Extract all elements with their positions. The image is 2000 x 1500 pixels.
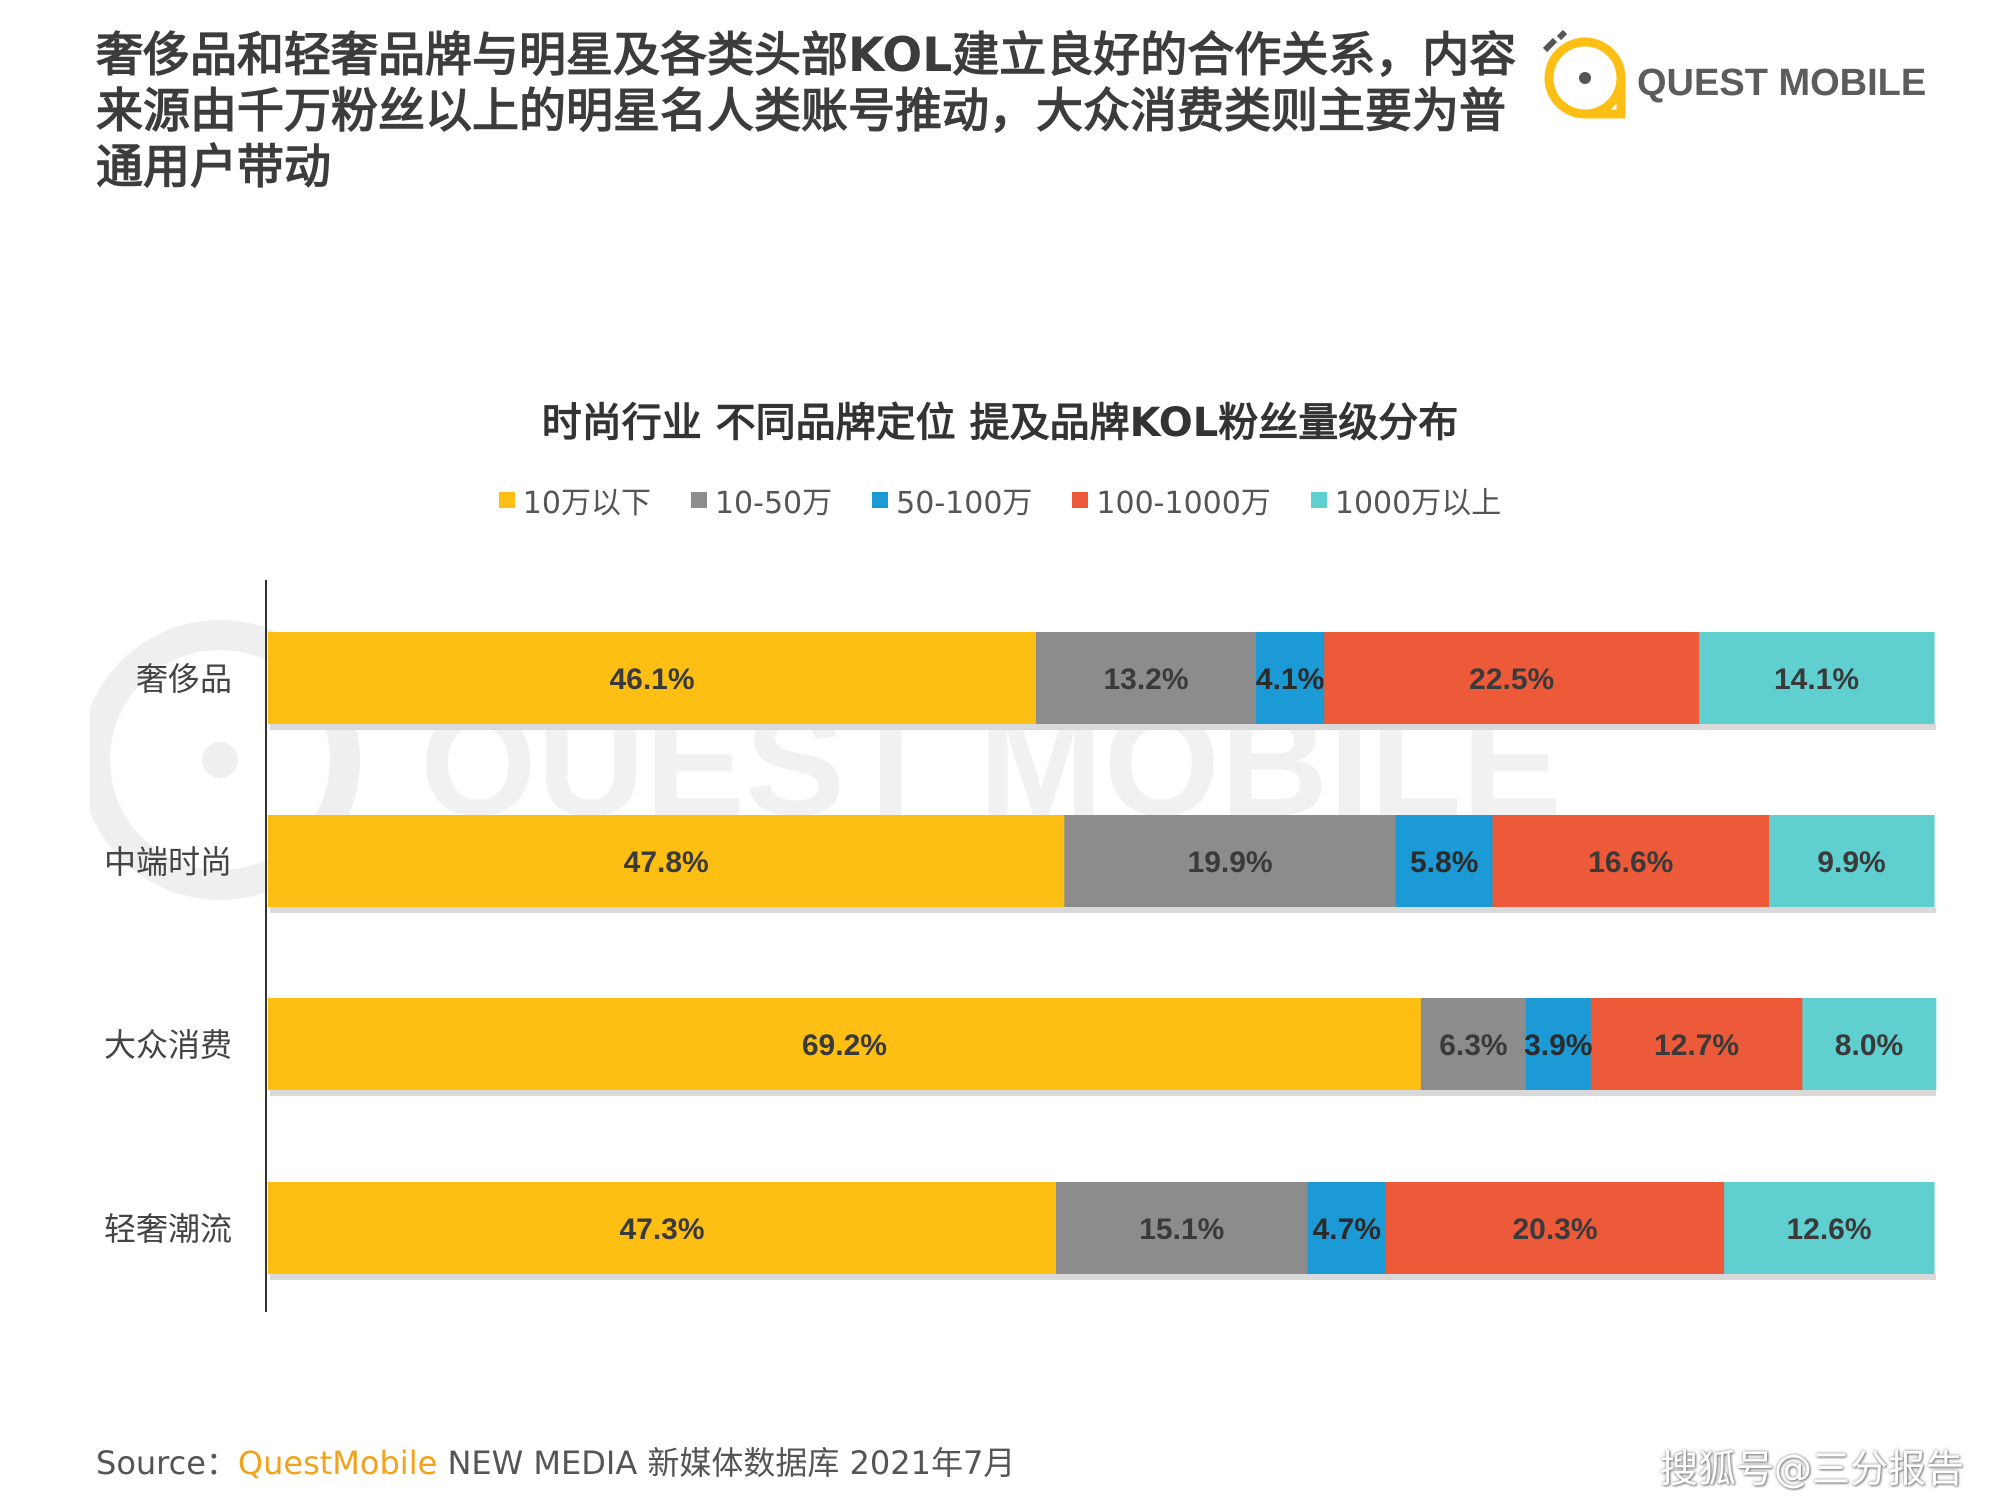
legend-item: 1000万以上 [1310, 478, 1502, 522]
data-label: 14.1% [1774, 663, 1859, 696]
legend-label: 1000万以上 [1334, 486, 1502, 521]
data-label: 12.7% [1654, 1029, 1739, 1062]
data-label: 19.9% [1188, 846, 1273, 879]
data-label: 46.1% [609, 663, 694, 696]
legend-label: 50-100万 [896, 486, 1033, 521]
bar-shadow [270, 724, 1936, 730]
chart-title: 时尚行业 不同品牌定位 提及品牌KOL粉丝量级分布 [541, 400, 1459, 446]
data-label: 22.5% [1469, 663, 1554, 696]
data-label: 69.2% [802, 1029, 887, 1062]
source-rest: NEW MEDIA 新媒体数据库 2021年7月 [437, 1444, 1016, 1482]
bar-segment [1724, 1182, 1935, 1274]
bar-shadow [270, 1090, 1936, 1096]
source-prefix: Source： [96, 1444, 238, 1482]
bar-segment [1590, 998, 1803, 1090]
source-brand: QuestMobile [237, 1444, 438, 1482]
data-label: 20.3% [1512, 1213, 1597, 1246]
data-label: 16.6% [1588, 846, 1673, 879]
bar-segment [1395, 815, 1494, 907]
data-label: 5.8% [1410, 846, 1478, 879]
chart-legend: 10万以下 10-50万 50-100万 100-1000万 1000万以上 [0, 478, 2000, 522]
bar-segment [1056, 1182, 1309, 1274]
bar-segment [268, 632, 1037, 724]
bar-segment [1307, 1182, 1387, 1274]
data-label: 12.6% [1786, 1213, 1871, 1246]
data-label: 9.9% [1817, 846, 1885, 879]
category-label: 中端时尚 [104, 843, 232, 881]
data-label: 4.1% [1256, 663, 1324, 696]
legend-swatch [498, 492, 515, 508]
bar-segment [1324, 632, 1700, 724]
page-headline: 奢侈品和轻奢品牌与明星及各类头部KOL建立良好的合作关系，内容来源由千万粉丝以上… [96, 28, 1517, 195]
legend-item: 10-50万 [690, 478, 833, 522]
logo-text: QUEST MOBILE [1637, 62, 1927, 104]
data-label: 4.7% [1313, 1213, 1381, 1246]
source-note: Source：QuestMobile NEW MEDIA 新媒体数据库 2021… [96, 1438, 1015, 1484]
legend-label: 10-50万 [714, 486, 833, 521]
data-label: 47.8% [624, 846, 709, 879]
quest-mobile-logo-icon [1542, 29, 1626, 119]
bar-segment [1064, 815, 1397, 907]
bar-segment [1802, 998, 1937, 1090]
data-label: 13.2% [1103, 663, 1188, 696]
bar-segment [1525, 998, 1592, 1090]
legend-item: 50-100万 [872, 478, 1032, 522]
legend-item: 100-1000万 [1072, 478, 1271, 522]
data-label: 8.0% [1835, 1029, 1903, 1062]
legend-label: 100-1000万 [1096, 486, 1271, 521]
bar-segment [1255, 632, 1325, 724]
legend-swatch [872, 492, 889, 508]
category-label: 轻奢潮流 [104, 1210, 232, 1248]
bar-shadow [270, 1274, 1936, 1280]
data-label: 47.3% [619, 1213, 704, 1246]
data-label: 15.1% [1139, 1213, 1224, 1246]
legend-swatch [1072, 492, 1089, 508]
legend-swatch [1310, 492, 1327, 508]
bar-segment [1699, 632, 1935, 724]
data-label: 3.9% [1524, 1029, 1592, 1062]
legend-item: 10万以下 [498, 478, 651, 522]
sohu-watermark: 搜狐号@三分报告 [1659, 1447, 1964, 1491]
bar-shadow [270, 907, 1936, 913]
data-label: 6.3% [1439, 1029, 1507, 1062]
bar-segment [1420, 998, 1527, 1090]
bar-segment [1492, 815, 1770, 907]
bar-segment [1385, 1182, 1725, 1274]
bar-segment [268, 998, 1422, 1090]
bar-segment [1769, 815, 1935, 907]
bar-segment [268, 815, 1065, 907]
bar-segment [1036, 632, 1257, 724]
legend-label: 10万以下 [522, 486, 651, 521]
bars-layer [268, 632, 1937, 1280]
category-label: 奢侈品 [136, 660, 232, 698]
category-label: 大众消费 [104, 1026, 232, 1064]
legend-swatch [690, 492, 707, 508]
data-labels: 46.1% 13.2% 4.1% 22.5% 14.1% 47.8% 19.9% 5.8% 16… [609, 663, 1903, 1246]
bar-segment [268, 1182, 1057, 1274]
